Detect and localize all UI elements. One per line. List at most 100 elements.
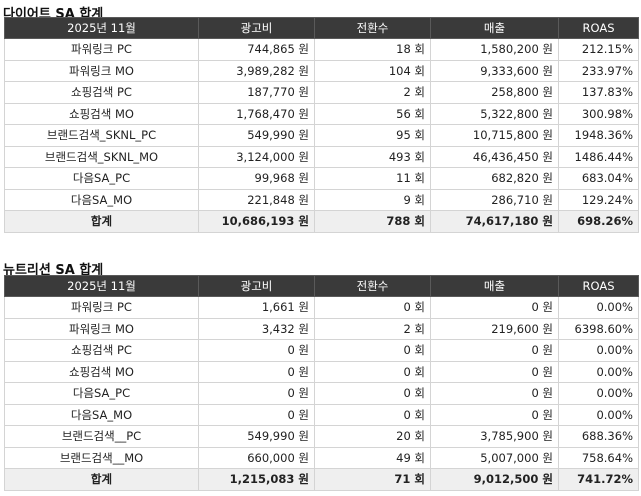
ad-cost-cell: 744,865 원: [198, 38, 315, 61]
roas-cell: 0.00%: [558, 296, 639, 319]
revenue-cell: 258,800 원: [430, 81, 559, 104]
total-roas: 741.72%: [558, 468, 639, 491]
row-label: 브랜드검색__PC: [4, 425, 199, 448]
row-label: 브랜드검색_SKNL_PC: [4, 124, 199, 147]
col-header-ad-cost: 광고비: [198, 17, 315, 39]
roas-cell: 683.04%: [558, 167, 639, 190]
ad-cost-cell: 0 원: [198, 339, 315, 362]
row-label: 다음SA_MO: [4, 188, 199, 211]
header-row: 2025년 11월 광고비 전환수 매출 ROAS: [4, 17, 639, 39]
ad-cost-cell: 187,770 원: [198, 81, 315, 104]
roas-cell: 1486.44%: [558, 145, 639, 168]
col-header-roas: ROAS: [558, 275, 639, 297]
ad-cost-cell: 3,124,000 원: [198, 145, 315, 168]
table-row: 브랜드검색_SKNL_MO 3,124,000 원 493 회 46,436,450 …: [4, 145, 639, 168]
roas-cell: 300.98%: [558, 102, 639, 125]
total-label: 합계: [4, 468, 199, 491]
diet-sa-table: 2025년 11월 광고비 전환수 매출 ROAS 파워링크 PC 744,865…: [4, 17, 639, 233]
ad-cost-cell: 0 원: [198, 382, 315, 405]
roas-cell: 758.64%: [558, 446, 639, 469]
row-label: 파워링크 MO: [4, 317, 199, 340]
row-label: 쇼핑검색 MO: [4, 360, 199, 383]
conversions-cell: 104 회: [314, 59, 431, 82]
col-header-ad-cost: 광고비: [198, 275, 315, 297]
table-row: 파워링크 PC 744,865 원 18 회 1,580,200 원 212.15%: [4, 38, 639, 61]
conversions-cell: 0 회: [314, 296, 431, 319]
roas-cell: 688.36%: [558, 425, 639, 448]
total-ad-cost: 1,215,083 원: [198, 468, 315, 491]
revenue-cell: 5,322,800 원: [430, 102, 559, 125]
revenue-cell: 46,436,450 원: [430, 145, 559, 168]
total-revenue: 74,617,180 원: [430, 210, 559, 233]
revenue-cell: 286,710 원: [430, 188, 559, 211]
revenue-cell: 5,007,000 원: [430, 446, 559, 469]
ad-cost-cell: 0 원: [198, 360, 315, 383]
ad-cost-cell: 660,000 원: [198, 446, 315, 469]
conversions-cell: 0 회: [314, 403, 431, 426]
total-conversions: 788 회: [314, 210, 431, 233]
row-label: 다음SA_MO: [4, 403, 199, 426]
conversions-cell: 18 회: [314, 38, 431, 61]
table-title: 뉴트리션 SA 합계: [3, 263, 104, 278]
revenue-cell: 3,785,900 원: [430, 425, 559, 448]
roas-cell: 137.83%: [558, 81, 639, 104]
revenue-cell: 0 원: [430, 403, 559, 426]
ad-cost-cell: 1,661 원: [198, 296, 315, 319]
ad-cost-cell: 99,968 원: [198, 167, 315, 190]
conversions-cell: 493 회: [314, 145, 431, 168]
ad-cost-cell: 549,990 원: [198, 425, 315, 448]
header-row: 2025년 11월 광고비 전환수 매출 ROAS: [4, 275, 639, 297]
conversions-cell: 0 회: [314, 382, 431, 405]
ad-cost-cell: 0 원: [198, 403, 315, 426]
col-header-conversions: 전환수: [314, 275, 431, 297]
conversions-cell: 0 회: [314, 360, 431, 383]
row-label: 파워링크 PC: [4, 38, 199, 61]
revenue-cell: 0 원: [430, 360, 559, 383]
total-label: 합계: [4, 210, 199, 233]
row-label: 브랜드검색__MO: [4, 446, 199, 469]
row-label: 파워링크 PC: [4, 296, 199, 319]
conversions-cell: 20 회: [314, 425, 431, 448]
roas-cell: 1948.36%: [558, 124, 639, 147]
col-header-revenue: 매출: [430, 275, 559, 297]
row-label: 파워링크 MO: [4, 59, 199, 82]
nutrition-sa-table: 2025년 11월 광고비 전환수 매출 ROAS 파워링크 PC 1,661 원…: [4, 275, 639, 491]
conversions-cell: 11 회: [314, 167, 431, 190]
ad-cost-cell: 221,848 원: [198, 188, 315, 211]
conversions-cell: 2 회: [314, 317, 431, 340]
roas-cell: 0.00%: [558, 382, 639, 405]
ad-cost-cell: 1,768,470 원: [198, 102, 315, 125]
total-roas: 698.26%: [558, 210, 639, 233]
row-label: 브랜드검색_SKNL_MO: [4, 145, 199, 168]
roas-cell: 233.97%: [558, 59, 639, 82]
row-label: 다음SA_PC: [4, 382, 199, 405]
col-header-period: 2025년 11월: [4, 275, 199, 297]
table-row: 브랜드검색__MO 660,000 원 49 회 5,007,000 원 758.64%: [4, 446, 639, 469]
col-header-period: 2025년 11월: [4, 17, 199, 39]
revenue-cell: 0 원: [430, 382, 559, 405]
col-header-conversions: 전환수: [314, 17, 431, 39]
roas-cell: 129.24%: [558, 188, 639, 211]
revenue-cell: 0 원: [430, 339, 559, 362]
conversions-cell: 49 회: [314, 446, 431, 469]
conversions-cell: 2 회: [314, 81, 431, 104]
col-header-revenue: 매출: [430, 17, 559, 39]
conversions-cell: 95 회: [314, 124, 431, 147]
row-label: 쇼핑검색 PC: [4, 81, 199, 104]
row-label: 쇼핑검색 MO: [4, 102, 199, 125]
row-label: 다음SA_PC: [4, 167, 199, 190]
roas-cell: 212.15%: [558, 38, 639, 61]
row-label: 쇼핑검색 PC: [4, 339, 199, 362]
conversions-cell: 0 회: [314, 339, 431, 362]
revenue-cell: 10,715,800 원: [430, 124, 559, 147]
roas-cell: 6398.60%: [558, 317, 639, 340]
conversions-cell: 56 회: [314, 102, 431, 125]
revenue-cell: 9,333,600 원: [430, 59, 559, 82]
